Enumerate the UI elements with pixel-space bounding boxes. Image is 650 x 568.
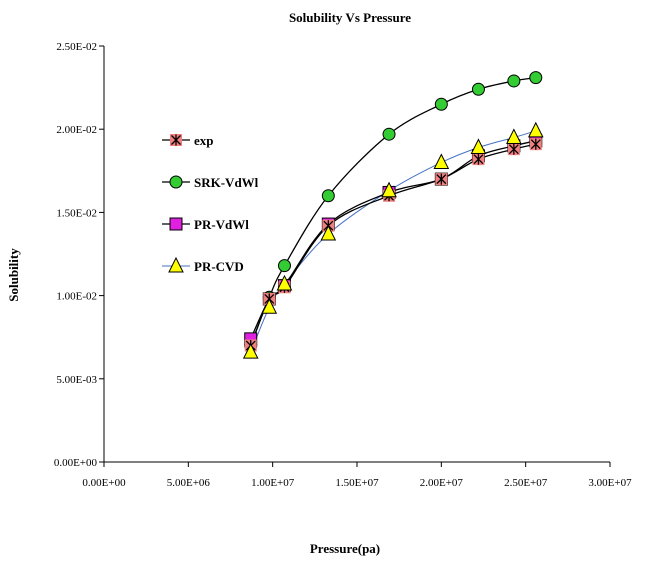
x-tick-label: 1.50E+07 bbox=[335, 477, 379, 489]
legend-marker bbox=[170, 134, 182, 146]
marker-square bbox=[169, 217, 183, 231]
marker-circle bbox=[382, 127, 396, 141]
marker-triangle bbox=[261, 298, 278, 314]
marker-triangle bbox=[168, 256, 184, 273]
y-tick-label: 2.00E-02 bbox=[56, 124, 97, 136]
data-point-SRK-VdWl bbox=[434, 97, 448, 111]
marker-circle bbox=[169, 175, 183, 189]
data-point-PR-CVD bbox=[506, 128, 522, 145]
marker-triangle bbox=[381, 181, 397, 198]
axes: 0.00E+00 5.00E+06 1.00E+07 1.50E+07 2.00E+07… bbox=[54, 41, 632, 489]
data-point-PR-CVD bbox=[242, 343, 259, 359]
x-tick-label: 3.00E+07 bbox=[588, 477, 632, 489]
data-point-PR-CVD bbox=[470, 138, 487, 155]
data-point-PR-CVD bbox=[527, 121, 544, 138]
legend-marker bbox=[169, 175, 183, 189]
data-point-exp bbox=[472, 153, 485, 166]
y-tick-label: 5.00E-03 bbox=[56, 374, 97, 386]
y-tick-label: 1.00E-02 bbox=[56, 291, 97, 303]
legend-marker bbox=[168, 256, 184, 273]
x-tick-label: 0.00E+00 bbox=[82, 477, 126, 489]
x-tick-label: 2.50E+07 bbox=[504, 477, 548, 489]
legend-label: SRK-VdWl bbox=[194, 175, 259, 190]
y-tick-label: 1.50E-02 bbox=[56, 207, 97, 219]
marker-circle bbox=[529, 71, 543, 85]
x-tick-label: 1.00E+07 bbox=[251, 477, 295, 489]
marker-circle bbox=[507, 74, 521, 88]
data-point-SRK-VdWl bbox=[277, 259, 291, 273]
data-point-exp bbox=[529, 138, 542, 151]
series-line-SRK-VdWl bbox=[250, 76, 536, 346]
y-tick-label: 0.00E+00 bbox=[54, 457, 98, 469]
legend: exp SRK-VdWl PR-VdWl PR-CVD bbox=[162, 133, 259, 274]
marker-circle bbox=[277, 259, 291, 273]
marker-circle bbox=[434, 97, 448, 111]
marker-triangle bbox=[320, 224, 337, 241]
y-axis-label: Solubility bbox=[6, 248, 21, 302]
marker-triangle bbox=[527, 121, 544, 138]
marker-triangle bbox=[276, 274, 293, 291]
data-point-SRK-VdWl bbox=[471, 82, 485, 96]
marker-circle bbox=[471, 82, 485, 96]
data-point-SRK-VdWl bbox=[321, 189, 335, 203]
legend-label: PR-CVD bbox=[194, 259, 244, 274]
data-point-exp bbox=[435, 173, 448, 186]
plot-series bbox=[242, 71, 544, 359]
legend-label: exp bbox=[194, 133, 214, 148]
data-point-SRK-VdWl bbox=[382, 127, 396, 141]
series-line-exp bbox=[250, 143, 536, 346]
marker-triangle bbox=[506, 128, 522, 145]
legend-item: PR-CVD bbox=[162, 256, 244, 274]
x-axis-label: Pressure(pa) bbox=[310, 541, 380, 556]
legend-item: PR-VdWl bbox=[162, 217, 249, 232]
series-line-PR-CVD bbox=[250, 130, 536, 353]
marker-triangle bbox=[470, 138, 487, 155]
data-point-PR-CVD bbox=[261, 298, 278, 314]
data-point-PR-CVD bbox=[433, 153, 450, 169]
legend-item: exp bbox=[162, 133, 214, 148]
marker-triangle bbox=[242, 343, 259, 359]
series-line-PR-VdWl bbox=[250, 140, 536, 340]
legend-marker bbox=[169, 217, 183, 231]
y-tick-label: 2.50E-02 bbox=[56, 41, 97, 53]
x-tick-label: 5.00E+06 bbox=[167, 477, 211, 489]
data-point-PR-CVD bbox=[320, 224, 337, 241]
chart-title: Solubility Vs Pressure bbox=[289, 10, 411, 25]
marker-circle bbox=[321, 189, 335, 203]
data-point-SRK-VdWl bbox=[507, 74, 521, 88]
legend-item: SRK-VdWl bbox=[162, 175, 259, 190]
data-point-PR-CVD bbox=[276, 274, 293, 291]
x-tick-label: 2.00E+07 bbox=[420, 477, 464, 489]
data-point-PR-CVD bbox=[381, 181, 397, 198]
legend-label: PR-VdWl bbox=[194, 217, 249, 232]
data-point-exp bbox=[507, 143, 520, 156]
marker-triangle bbox=[433, 153, 450, 169]
data-point-SRK-VdWl bbox=[529, 71, 543, 85]
